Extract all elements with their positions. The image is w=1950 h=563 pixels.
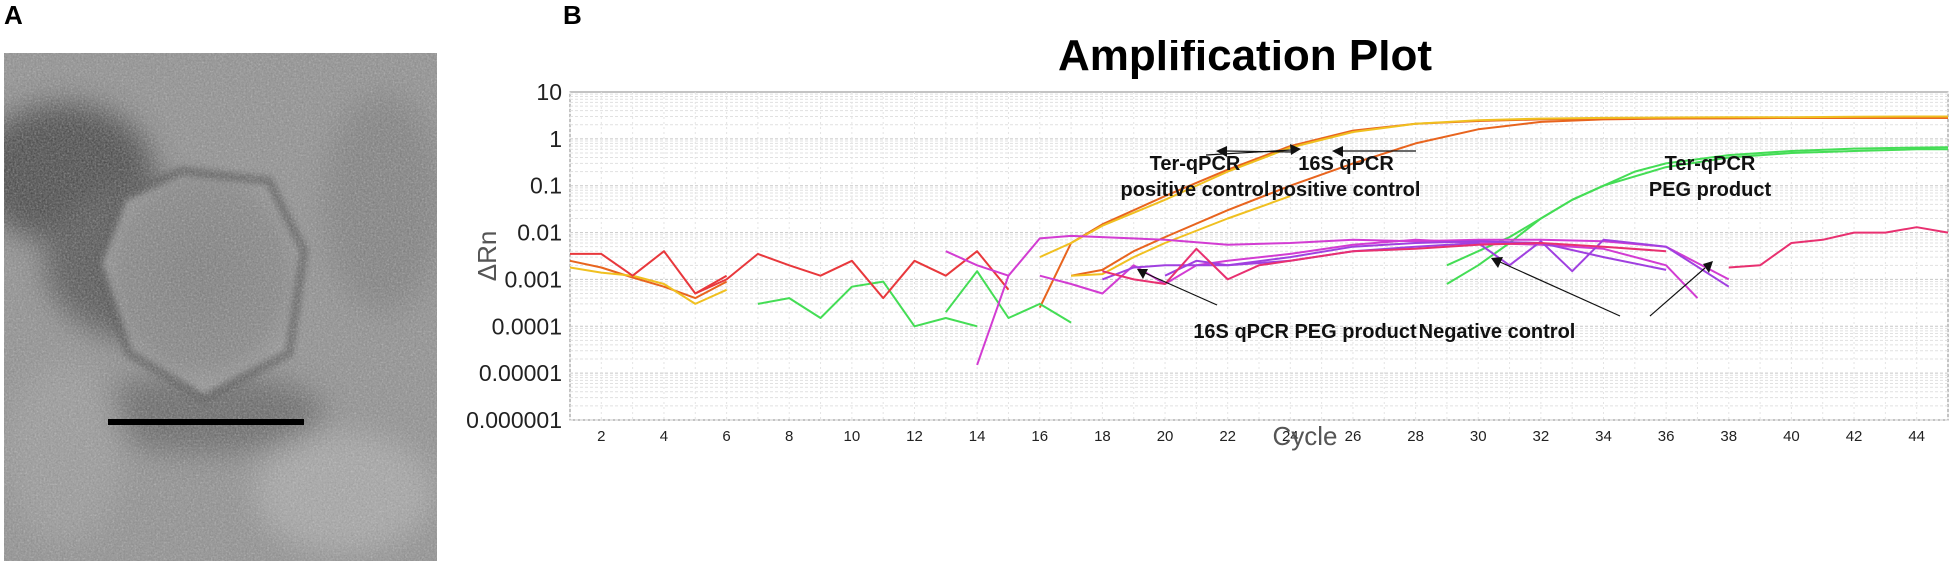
- x-tick-label: 36: [1658, 428, 1675, 445]
- x-tick-label: 30: [1470, 428, 1487, 445]
- scale-bar: [108, 419, 304, 425]
- x-tick-label: 14: [969, 428, 986, 445]
- electron-micrograph-image: [4, 53, 437, 561]
- annotation-negative-control: Negative control: [1419, 257, 1713, 343]
- amplification-plot: Amplification Plot 10 1 0.1 0.01 0.001 0.0001…: [466, 40, 1949, 451]
- series-line: [945, 270, 1072, 324]
- x-tick-label: 6: [722, 428, 730, 445]
- series-line: [1039, 115, 1948, 259]
- x-tick-label: 40: [1783, 428, 1800, 445]
- y-tick-label: 1: [549, 126, 562, 152]
- x-tick-label: 42: [1846, 428, 1863, 445]
- x-tick-label: 28: [1407, 428, 1424, 445]
- annotation-ter-qpcr-positive-control: Ter-qPCR positive control: [1121, 144, 1301, 201]
- annotation-label-line: Ter-qPCR: [1665, 153, 1756, 175]
- y-tick-label: 0.001: [504, 266, 562, 292]
- y-tick-label: 0.000001: [466, 407, 562, 433]
- series-line: [1039, 238, 1699, 299]
- y-tick-label: 0.0001: [492, 313, 562, 339]
- series-line: [1071, 195, 1291, 277]
- x-tick-label: 10: [844, 428, 861, 445]
- annotation-label-line: Ter-qPCR: [1150, 153, 1241, 175]
- x-tick-label: 44: [1908, 428, 1925, 445]
- x-tick-label: 18: [1094, 428, 1111, 445]
- x-tick-label: 24: [1282, 428, 1299, 445]
- data-series: [569, 115, 1949, 366]
- y-tick-label: 0.1: [530, 173, 562, 199]
- series-line: [945, 250, 1009, 277]
- series-line: [1728, 226, 1949, 269]
- x-axis-ticks: 2 4 6 8 10 12 14 16 18 20 22 24 26 28 30 32 34 36 38 40 42 44: [597, 428, 1925, 445]
- series-line: [976, 234, 1730, 366]
- series-line: [569, 259, 728, 300]
- x-tick-label: 12: [906, 428, 923, 445]
- x-tick-label: 2: [597, 428, 605, 445]
- chart-title: Amplification Plot: [1058, 40, 1432, 80]
- annotation-label-line: 16S qPCR PEG product: [1193, 321, 1417, 343]
- x-tick-label: 16: [1031, 428, 1048, 445]
- x-tick-label: 8: [785, 428, 793, 445]
- panel-a-letter: A: [4, 0, 23, 30]
- annotation-label-line: positive control: [1272, 179, 1421, 201]
- y-axis-label: ΔRn: [472, 231, 502, 282]
- series-line: [1102, 242, 1667, 285]
- series-line: [757, 280, 978, 328]
- annotations: Ter-qPCR positive control 16S qPCR posit…: [1121, 144, 1771, 343]
- annotation-16s-qpcr-positive-control: 16S qPCR positive control: [1216, 146, 1420, 201]
- series-line: [1102, 238, 1730, 288]
- plot-area: [569, 91, 1949, 421]
- annotation-label-line: 16S qPCR: [1298, 153, 1394, 175]
- x-tick-label: 4: [660, 428, 668, 445]
- annotation-label-line: positive control: [1121, 179, 1270, 201]
- y-tick-label: 0.00001: [479, 360, 562, 386]
- x-tick-label: 34: [1595, 428, 1612, 445]
- x-tick-label: 26: [1345, 428, 1362, 445]
- annotation-label-line: Negative control: [1419, 321, 1576, 343]
- series-line: [569, 266, 728, 305]
- annotation-label-line: PEG product: [1649, 179, 1772, 201]
- annotation-ter-qpcr-peg-product: Ter-qPCR PEG product: [1332, 146, 1771, 201]
- x-tick-label: 38: [1720, 428, 1737, 445]
- x-axis-label: Cycle: [1272, 421, 1337, 451]
- y-axis-ticks: 10 1 0.1 0.01 0.001 0.0001 0.00001 0.000001: [466, 79, 562, 433]
- x-tick-label: 20: [1157, 428, 1174, 445]
- y-tick-label: 10: [536, 79, 562, 105]
- series-line: [694, 250, 1010, 300]
- x-tick-label: 32: [1533, 428, 1550, 445]
- annotation-16s-qpcr-peg-product: 16S qPCR PEG product: [1137, 269, 1417, 343]
- x-tick-label: 22: [1219, 428, 1236, 445]
- panel-b-letter: B: [563, 0, 582, 30]
- y-tick-label: 0.01: [517, 220, 562, 246]
